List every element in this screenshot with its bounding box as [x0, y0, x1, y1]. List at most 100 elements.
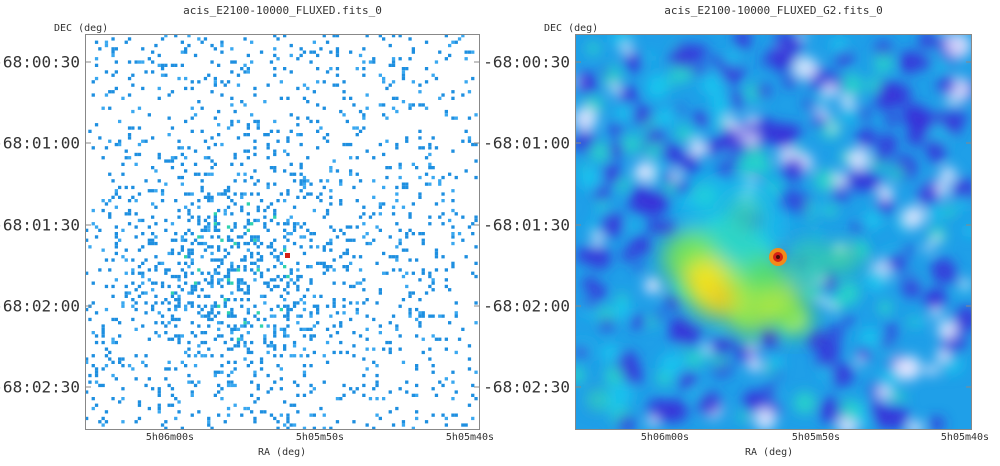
photon-pixel [451, 149, 455, 153]
photon-pixel [339, 255, 343, 259]
photon-pixel [151, 238, 155, 242]
photon-pixel [451, 96, 455, 100]
photon-pixel [164, 420, 168, 424]
photon-pixel [233, 268, 237, 272]
photon-pixel [243, 225, 247, 229]
photon-pixel [217, 109, 221, 114]
heatmap-blob [883, 404, 909, 430]
photon-pixel [434, 251, 439, 256]
photon-pixel [85, 228, 89, 232]
photon-pixel [203, 354, 208, 358]
photon-pixel [428, 347, 432, 351]
photon-pixel [309, 182, 313, 186]
photon-pixel [289, 129, 293, 133]
heatmap-blob [935, 61, 947, 73]
heatmap-blob [616, 177, 630, 192]
photon-pixel [233, 109, 237, 114]
photon-pixel [299, 245, 303, 249]
photon-pixel [474, 142, 478, 147]
photon-pixel [157, 387, 161, 391]
photon-pixel [335, 53, 340, 58]
photon-pixel [220, 278, 224, 282]
heatmap-blob [935, 348, 950, 363]
photon-pixel [342, 265, 346, 269]
photon-pixel [283, 169, 287, 173]
photon-pixel [299, 142, 303, 147]
photon-pixel [184, 271, 188, 275]
photon-pixel [286, 324, 290, 328]
photon-pixel [190, 248, 194, 252]
photon-pixel [230, 245, 234, 249]
photon-pixel [378, 228, 382, 232]
photon-pixel [339, 179, 343, 183]
photon-pixel [283, 327, 287, 331]
photon-pixel [401, 182, 406, 186]
sparse-counts-image[interactable] [85, 34, 480, 430]
photon-pixel [174, 63, 178, 67]
photon-pixel [190, 380, 194, 384]
photon-pixel [316, 321, 320, 325]
smoothed-heatmap-image[interactable] [575, 34, 972, 430]
photon-pixel [302, 83, 307, 87]
photon-pixel [147, 268, 151, 272]
photon-pixel [415, 317, 419, 322]
photon-pixel [94, 373, 99, 378]
photon-pixel [256, 238, 260, 242]
photon-pixel [230, 96, 234, 100]
photon-pixel [451, 40, 455, 44]
photon-pixel [243, 291, 247, 295]
photon-pixel [283, 265, 287, 269]
photon-pixel [236, 288, 241, 292]
photon-pixel [302, 235, 307, 239]
photon-pixel [101, 199, 105, 203]
photon-pixel [85, 416, 89, 421]
photon-pixel [418, 321, 422, 325]
photon-pixel [428, 146, 432, 150]
photon-pixel [276, 420, 280, 424]
heatmap-blob [664, 293, 681, 310]
photon-pixel [349, 238, 353, 242]
photon-pixel [306, 116, 310, 120]
heatmap-blob [678, 371, 697, 390]
photon-pixel [187, 218, 191, 223]
photon-pixel [283, 288, 287, 292]
photon-pixel [358, 268, 363, 272]
photon-pixel [339, 228, 343, 232]
photon-pixel [355, 156, 359, 160]
photon-pixel [223, 274, 227, 279]
photon-pixel [108, 215, 112, 219]
photon-pixel [246, 248, 250, 252]
photon-pixel [151, 281, 155, 285]
photon-pixel [289, 403, 293, 407]
photon-pixel [322, 248, 326, 252]
photon-pixel [226, 360, 231, 364]
photon-pixel [339, 321, 343, 325]
photon-pixel [147, 57, 151, 61]
photon-pixel [296, 321, 300, 325]
photon-pixel [329, 195, 333, 199]
photon-pixel [94, 57, 99, 61]
photon-pixel [358, 215, 363, 219]
photon-pixel [197, 80, 201, 84]
photon-pixel [193, 281, 198, 285]
photon-pixel [253, 420, 257, 424]
photon-pixel [335, 73, 340, 77]
photon-pixel [131, 126, 135, 130]
photon-pixel [289, 268, 293, 272]
heatmap-blob [934, 109, 946, 121]
photon-pixel [372, 57, 376, 61]
photon-pixel [467, 344, 472, 348]
photon-pixel [335, 311, 340, 315]
photon-pixel [147, 113, 151, 117]
photon-pixel [269, 340, 274, 345]
photon-pixel [220, 192, 224, 196]
photon-pixel [177, 400, 181, 404]
photon-pixel [114, 205, 118, 209]
photon-pixel [243, 192, 247, 196]
photon-pixel [283, 274, 287, 279]
photon-pixel [273, 314, 277, 318]
photon-pixel [309, 311, 313, 315]
photon-pixel [213, 370, 217, 374]
photon-pixel [273, 265, 277, 269]
photon-pixel [137, 294, 142, 298]
